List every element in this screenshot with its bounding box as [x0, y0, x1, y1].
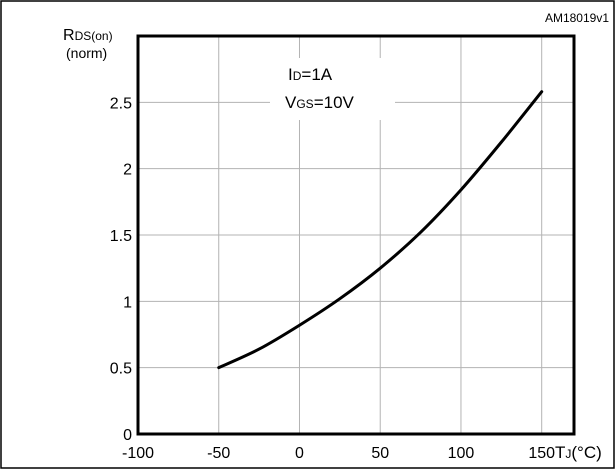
- x-tick-label-4: 100: [448, 445, 475, 462]
- y-axis-label: RDS(on): [63, 27, 113, 44]
- series-line: [217, 90, 544, 370]
- y-tick-label-0: 0: [123, 427, 132, 444]
- y-tick-label-1: 0.5: [110, 361, 132, 378]
- y-tick-label-5: 2.5: [110, 95, 132, 112]
- x-tick-label-5: 150: [528, 445, 555, 462]
- y-tick-labels: 0 0.5 1 1.5 2 2.5: [110, 95, 132, 444]
- plot-border: [136, 34, 576, 436]
- y-tick-label-2: 1: [123, 294, 132, 311]
- y-tick-label-3: 1.5: [110, 228, 132, 245]
- x-axis-label: TJ(°C): [555, 443, 602, 462]
- y-tick-label-4: 2: [123, 162, 132, 179]
- x-tick-label-2: 0: [295, 445, 304, 462]
- annotation-background: [270, 58, 395, 120]
- x-tick-label-1: -50: [207, 445, 230, 462]
- x-tick-labels: -100 -50 0 50 100 150: [122, 445, 555, 462]
- annotation-vgs: VGS=10V: [285, 93, 355, 112]
- figure-id: AM18019v1: [545, 11, 609, 25]
- y-axis-unit: (norm): [66, 45, 107, 61]
- annotation-id: ID=1A: [288, 65, 333, 84]
- x-tick-label-3: 50: [371, 445, 389, 462]
- x-tick-label-0: -100: [122, 445, 154, 462]
